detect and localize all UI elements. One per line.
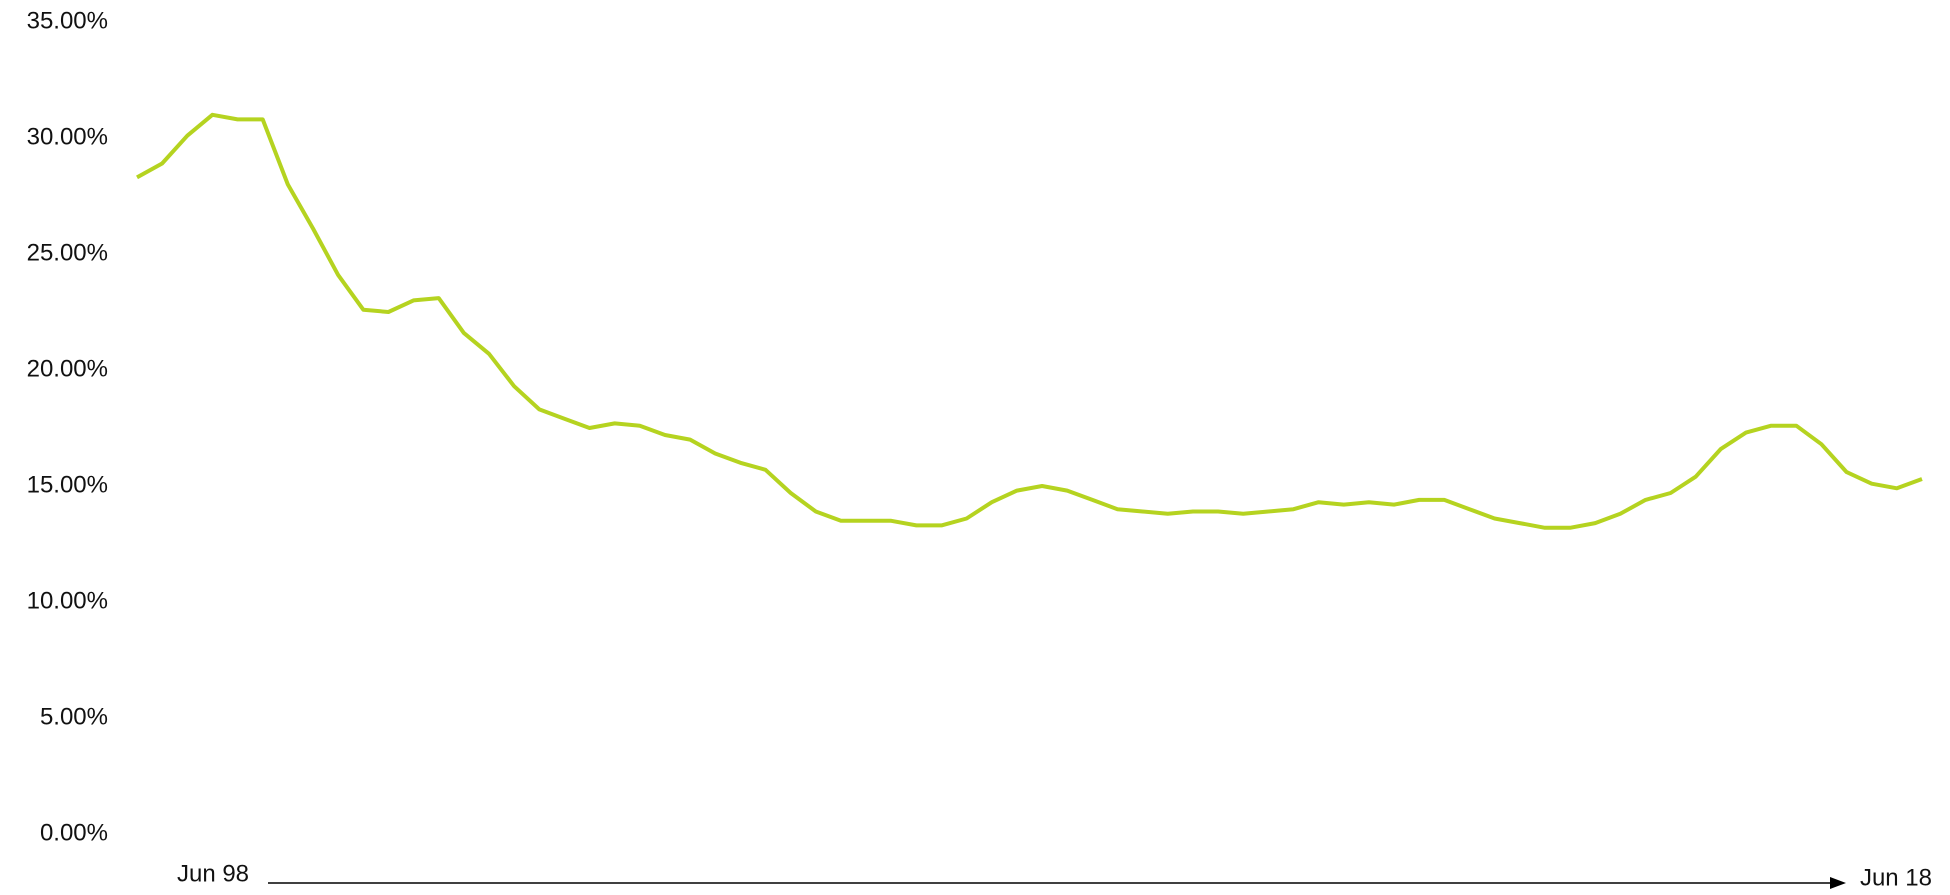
y-tick-label: 30.00% bbox=[27, 123, 108, 150]
y-tick-label: 25.00% bbox=[27, 239, 108, 266]
y-tick-label: 15.00% bbox=[27, 471, 108, 498]
y-tick-label: 0.00% bbox=[40, 819, 108, 846]
y-tick-label: 10.00% bbox=[27, 587, 108, 614]
y-tick-label: 5.00% bbox=[40, 703, 108, 730]
line bbox=[136, 112, 1923, 530]
x-label-start: Jun 98 bbox=[177, 860, 249, 887]
y-tick-label: 20.00% bbox=[27, 355, 108, 382]
x-label-end: Jun 18 bbox=[1860, 864, 1932, 890]
y-tick-label: 35.00% bbox=[27, 7, 108, 34]
arrow-head bbox=[1830, 877, 1846, 889]
